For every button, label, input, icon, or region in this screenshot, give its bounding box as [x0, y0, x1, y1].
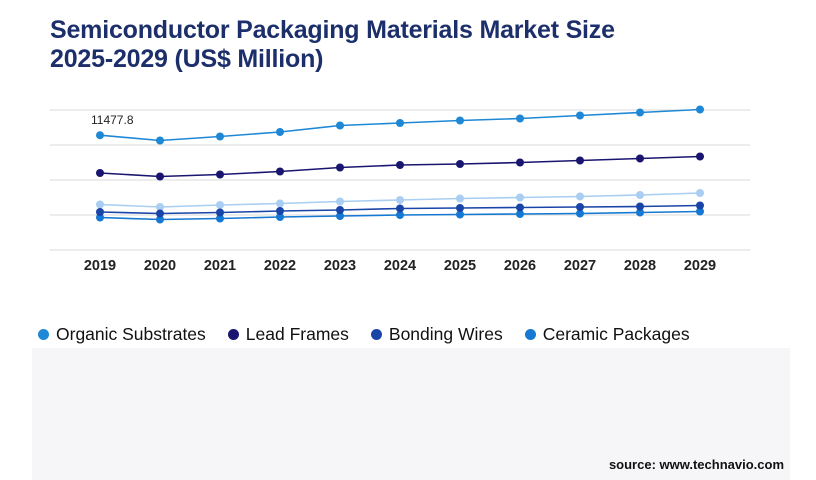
series-3-point — [336, 212, 344, 220]
legend-marker-icon — [227, 328, 239, 340]
x-tick-label: 2026 — [504, 258, 536, 274]
series-3-point — [396, 211, 404, 219]
light-series-point — [216, 201, 224, 209]
x-tick-label: 2021 — [204, 258, 236, 274]
series-2-point — [216, 208, 224, 217]
legend-marker-icon — [524, 328, 536, 340]
legend-item-bonding-wires: Bonding Wires — [370, 323, 503, 345]
legend-label: Ceramic Packages — [542, 323, 690, 344]
light-series-point — [516, 193, 524, 202]
x-tick-label: 2028 — [624, 258, 656, 274]
series-1-point — [96, 169, 104, 177]
legend-marker-icon — [38, 328, 49, 340]
x-tick-label: 2020 — [144, 258, 176, 274]
series-0-point — [276, 128, 284, 136]
line-chart: 2019 2020 2021 2022 2023 2024 2025 2026 2027 2028… — [50, 105, 750, 274]
series-2-point — [276, 207, 284, 215]
series-0-point — [516, 114, 524, 123]
chart-title-line-2: 2025-2029 (US$ Million) — [50, 45, 324, 73]
series-2-point — [516, 203, 524, 212]
series-2-point — [336, 206, 344, 214]
chart-title-line-1: Semiconductor Packaging Materials Market… — [50, 16, 615, 44]
series-0-point — [576, 111, 584, 120]
series-2-point — [576, 203, 584, 211]
chart-legend: Organic Substrates Lead Frames Bonding W… — [38, 323, 712, 345]
legend-item-ceramic-packages: Ceramic Packages — [524, 323, 690, 345]
series-0-point — [156, 136, 164, 145]
series-1-point — [276, 167, 284, 176]
series-3-point — [216, 214, 224, 223]
series-3-point — [696, 207, 704, 216]
series-0-point — [696, 105, 704, 114]
series-3-point — [516, 210, 524, 218]
light-series-point — [276, 199, 284, 208]
series-1-point — [156, 172, 164, 181]
x-tick-label: 2024 — [384, 258, 416, 274]
series-2-point — [96, 208, 104, 216]
light-series-point — [336, 197, 344, 206]
light-series-point — [156, 203, 164, 211]
series-1-point — [336, 163, 344, 172]
series-2-point — [636, 202, 644, 211]
data-label: 11477.8 — [91, 113, 134, 127]
legend-label: Organic Substrates — [56, 323, 206, 344]
x-tick-label: 2019 — [84, 258, 116, 274]
series-2-point — [456, 204, 464, 212]
legend-marker-icon — [370, 328, 382, 340]
x-tick-label: 2022 — [264, 258, 296, 274]
light-series-point — [636, 191, 644, 199]
x-tick-label: 2023 — [324, 258, 356, 274]
series-0-point — [336, 121, 344, 130]
legend-item-organic-substrates: Organic Substrates — [38, 324, 206, 345]
series-1-point — [216, 170, 224, 179]
series-3-point — [456, 210, 464, 219]
light-series-point — [96, 200, 104, 209]
chart-title: Semiconductor Packaging Materials Market… — [50, 16, 750, 74]
light-series-point — [576, 192, 584, 201]
series-2-point — [156, 209, 164, 218]
series-0-point — [396, 119, 404, 127]
series-1-point — [396, 161, 404, 169]
series-0-point — [456, 116, 464, 125]
x-tick-label: 2029 — [684, 258, 716, 274]
series-3-point — [576, 209, 584, 218]
legend-label: Lead Frames — [245, 323, 349, 344]
series-1-point — [576, 156, 584, 165]
series-3-point — [636, 208, 644, 217]
light-series-point — [456, 194, 464, 203]
light-series-point — [396, 196, 404, 204]
source-credit: source: www.technavio.com — [608, 457, 784, 472]
series-0-point — [636, 108, 644, 117]
x-tick-label: 2027 — [564, 258, 596, 274]
series-1-point — [696, 152, 704, 161]
series-1-point — [516, 158, 524, 167]
legend-item-lead-frames: Lead Frames — [227, 323, 349, 345]
legend-background-band — [32, 348, 790, 480]
series-3-point — [276, 213, 284, 221]
series-0-point — [96, 131, 104, 140]
light-series-point — [696, 189, 704, 197]
x-tick-label: 2025 — [444, 258, 476, 274]
legend-label: Bonding Wires — [388, 323, 503, 344]
series-2-point — [396, 204, 404, 213]
series-0-point — [216, 132, 224, 141]
series-1-point — [636, 154, 644, 163]
series-3-point — [96, 213, 104, 222]
series-3-point — [156, 215, 164, 224]
series-2-point — [696, 201, 704, 210]
series-1-point — [456, 160, 464, 168]
